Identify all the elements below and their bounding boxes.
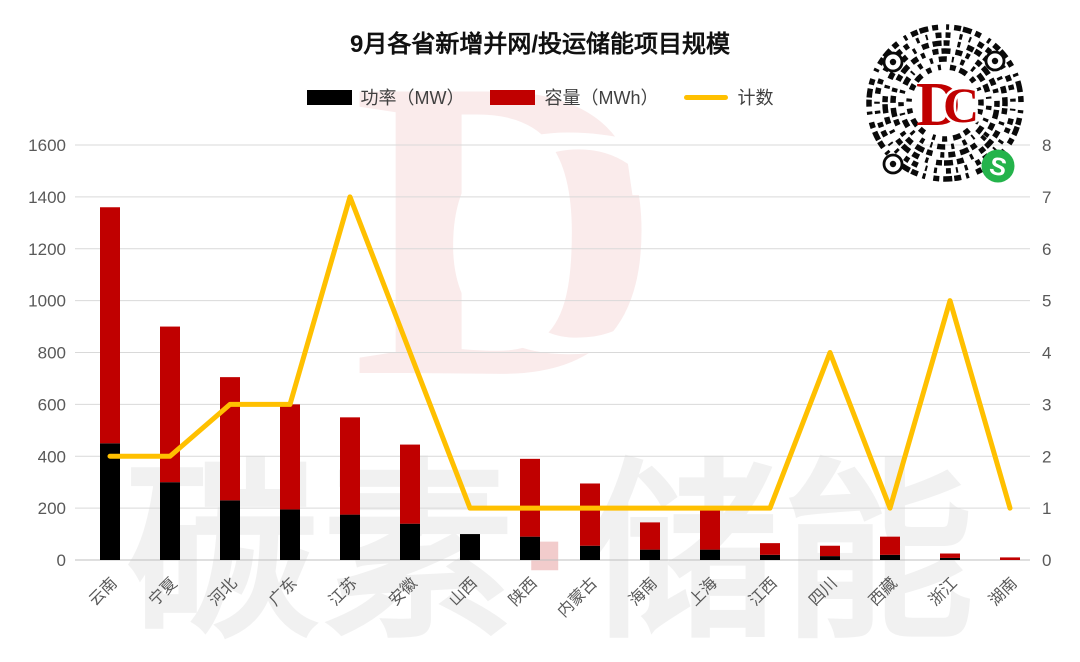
legend-label-count: 计数 (737, 88, 774, 108)
bar-power-宁夏 (160, 482, 180, 560)
bar-power-河北 (220, 500, 240, 560)
svg-text:江苏: 江苏 (325, 574, 360, 609)
svg-text:200: 200 (38, 499, 66, 518)
legend-item-power: 功率（MW） (306, 84, 465, 110)
power-swatch (306, 89, 352, 105)
bar-capacity-宁夏 (160, 326, 180, 483)
svg-text:400: 400 (38, 447, 66, 466)
bar-power-山西 (460, 534, 480, 560)
bar-capacity-河北 (220, 377, 240, 501)
right-axis-ticks: 0 1 2 3 4 5 6 7 8 (1042, 136, 1051, 570)
svg-text:宁夏: 宁夏 (145, 574, 180, 609)
svg-text:湖南: 湖南 (985, 574, 1020, 609)
bar-capacity-陕西 (520, 458, 540, 537)
svg-text:上海: 上海 (685, 574, 720, 609)
svg-text:2: 2 (1042, 447, 1051, 466)
capacity-swatch (490, 89, 536, 105)
bar-power-上海 (700, 549, 720, 560)
svg-text:海南: 海南 (625, 574, 660, 609)
count-line (107, 194, 1013, 511)
svg-text:C: C (943, 77, 979, 133)
svg-text:陕西: 陕西 (505, 574, 540, 609)
bar-power-云南 (100, 443, 120, 560)
chart-legend: 功率（MW） 容量（MWh） 计数 (0, 84, 1080, 110)
bar-power-安徽 (400, 523, 420, 560)
wechat-icon: S (981, 149, 1015, 183)
qr-code: D C S (866, 24, 1024, 183)
bar-power-江西 (760, 554, 780, 560)
chart-title: 9月各省新增并网/投运储能项目规模 (349, 31, 730, 58)
svg-text:800: 800 (38, 344, 66, 363)
bar-capacity-浙江 (940, 553, 960, 558)
svg-text:4: 4 (1042, 344, 1051, 363)
bar-capacity-云南 (100, 207, 120, 444)
bar-power-海南 (640, 549, 660, 560)
bar-capacity-江苏 (340, 417, 360, 515)
svg-text:内蒙古: 内蒙古 (554, 574, 601, 621)
qr-position-eyes (882, 50, 1006, 175)
svg-text:1400: 1400 (28, 188, 66, 207)
bar-capacity-江西 (760, 543, 780, 555)
bar-power-江苏 (340, 514, 360, 560)
svg-text:600: 600 (38, 395, 66, 414)
svg-text:5: 5 (1042, 292, 1051, 311)
svg-text:6: 6 (1042, 240, 1051, 259)
svg-text:8: 8 (1042, 136, 1051, 155)
bar-power-西藏 (880, 554, 900, 560)
bar-capacity-安徽 (400, 444, 420, 524)
svg-text:3: 3 (1042, 395, 1051, 414)
svg-text:1000: 1000 (28, 292, 66, 311)
qr-dot-rings (866, 24, 1024, 182)
svg-text:江西: 江西 (745, 574, 780, 609)
svg-text:安徽: 安徽 (385, 574, 420, 609)
bar-capacity-四川 (820, 545, 840, 557)
svg-text:西藏: 西藏 (865, 574, 900, 609)
bar-capacity-广东 (280, 404, 300, 510)
bar-capacity-湖南 (1000, 557, 1020, 560)
bar-power-陕西 (520, 536, 540, 560)
svg-text:0: 0 (1042, 551, 1051, 570)
bar-capacity-海南 (640, 522, 660, 550)
legend-item-count: 计数 (684, 84, 773, 110)
bar-power-浙江 (940, 557, 960, 560)
svg-text:1600: 1600 (28, 136, 66, 155)
x-axis-labels: 云南 宁夏 河北 广东 江苏 安徽 山西 陕西 内蒙古 海南 上海 江西 四川 西藏 浙江 湖南 (85, 574, 1020, 621)
svg-text:1200: 1200 (28, 240, 66, 259)
bar-power-内蒙古 (580, 545, 600, 560)
svg-text:广东: 广东 (265, 574, 300, 609)
bar-capacity-西藏 (880, 536, 900, 555)
svg-text:S: S (987, 152, 1009, 183)
left-axis-ticks: 0 200 400 600 800 1000 1200 1400 1600 (28, 136, 66, 570)
bar-power-广东 (280, 509, 300, 560)
svg-text:山西: 山西 (445, 574, 480, 609)
svg-text:河北: 河北 (205, 574, 240, 609)
svg-text:7: 7 (1042, 188, 1051, 207)
svg-text:D: D (916, 71, 961, 139)
svg-text:浙江: 浙江 (925, 574, 960, 609)
qr-center-dc-logo: D C (914, 70, 982, 139)
bar-capacity-上海 (700, 509, 720, 550)
bar-power-四川 (820, 556, 840, 560)
svg-text:0: 0 (57, 551, 66, 570)
legend-label-capacity: 容量（MWh） (544, 88, 659, 108)
bar-capacity-内蒙古 (580, 483, 600, 546)
svg-text:云南: 云南 (85, 574, 120, 609)
svg-text:1: 1 (1042, 499, 1051, 518)
legend-label-power: 功率（MW） (360, 88, 465, 108)
svg-text:四川: 四川 (806, 575, 841, 610)
count-line-swatch (684, 94, 729, 100)
legend-item-capacity: 容量（MWh） (490, 84, 658, 110)
